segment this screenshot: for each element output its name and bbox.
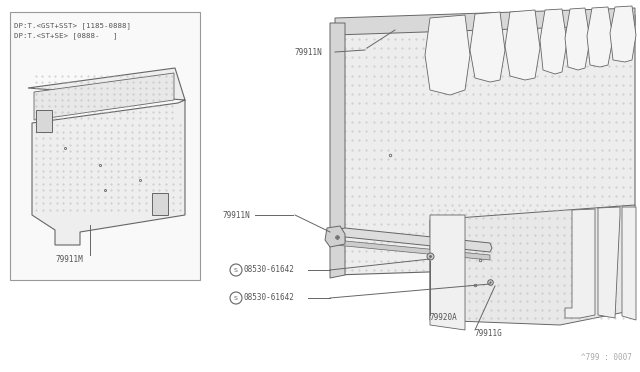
Polygon shape — [610, 6, 636, 62]
Polygon shape — [430, 205, 635, 325]
Polygon shape — [333, 228, 492, 252]
Text: DP:T.<ST+SE> [0888-   ]: DP:T.<ST+SE> [0888- ] — [14, 32, 118, 39]
Polygon shape — [335, 8, 635, 35]
Bar — [36, 110, 52, 132]
Text: S: S — [234, 267, 238, 273]
Polygon shape — [622, 207, 636, 320]
Polygon shape — [425, 15, 470, 95]
Polygon shape — [325, 226, 345, 247]
Text: 08530-61642: 08530-61642 — [244, 294, 295, 302]
Text: ^799 : 0007: ^799 : 0007 — [581, 353, 632, 362]
Text: 79911N: 79911N — [294, 48, 322, 57]
Polygon shape — [34, 73, 174, 120]
Text: 79920A: 79920A — [430, 314, 458, 323]
Polygon shape — [587, 7, 613, 67]
Text: 79911N: 79911N — [222, 211, 250, 219]
Polygon shape — [335, 15, 635, 295]
Polygon shape — [470, 12, 505, 82]
Text: DP:T.<GST+SST> [1185-0888]: DP:T.<GST+SST> [1185-0888] — [14, 22, 131, 29]
Polygon shape — [505, 10, 540, 80]
Bar — [10, 12, 200, 280]
Polygon shape — [330, 23, 345, 278]
Polygon shape — [565, 209, 595, 318]
Text: 79911G: 79911G — [475, 328, 503, 337]
Bar — [152, 193, 168, 215]
Text: 79911M: 79911M — [55, 255, 83, 264]
Polygon shape — [598, 207, 620, 318]
Text: S: S — [234, 295, 238, 301]
Polygon shape — [28, 68, 185, 245]
Polygon shape — [335, 240, 490, 260]
Polygon shape — [565, 8, 590, 70]
Text: 08530-61642: 08530-61642 — [244, 266, 295, 275]
Polygon shape — [540, 9, 567, 74]
Polygon shape — [430, 215, 465, 330]
